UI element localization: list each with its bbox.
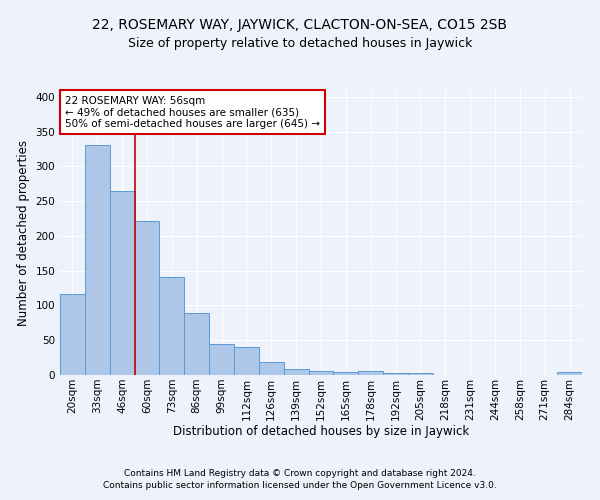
Text: Contains public sector information licensed under the Open Government Licence v3: Contains public sector information licen… <box>103 481 497 490</box>
Bar <box>557 372 582 375</box>
Bar <box>408 373 433 375</box>
Text: 22, ROSEMARY WAY, JAYWICK, CLACTON-ON-SEA, CO15 2SB: 22, ROSEMARY WAY, JAYWICK, CLACTON-ON-SE… <box>92 18 508 32</box>
Bar <box>234 346 259 375</box>
Bar <box>284 368 308 375</box>
Bar <box>184 313 209 375</box>
X-axis label: Distribution of detached houses by size in Jaywick: Distribution of detached houses by size … <box>173 426 469 438</box>
Bar <box>160 277 184 375</box>
Bar <box>85 145 110 375</box>
Bar <box>134 220 160 375</box>
Y-axis label: Number of detached properties: Number of detached properties <box>17 140 30 326</box>
Bar <box>383 373 408 375</box>
Text: Contains HM Land Registry data © Crown copyright and database right 2024.: Contains HM Land Registry data © Crown c… <box>124 468 476 477</box>
Bar <box>259 362 284 375</box>
Bar <box>60 294 85 375</box>
Bar <box>209 344 234 375</box>
Bar <box>110 191 134 375</box>
Bar <box>358 371 383 375</box>
Bar <box>334 372 358 375</box>
Text: 22 ROSEMARY WAY: 56sqm
← 49% of detached houses are smaller (635)
50% of semi-de: 22 ROSEMARY WAY: 56sqm ← 49% of detached… <box>65 96 320 129</box>
Bar <box>308 371 334 375</box>
Text: Size of property relative to detached houses in Jaywick: Size of property relative to detached ho… <box>128 38 472 51</box>
